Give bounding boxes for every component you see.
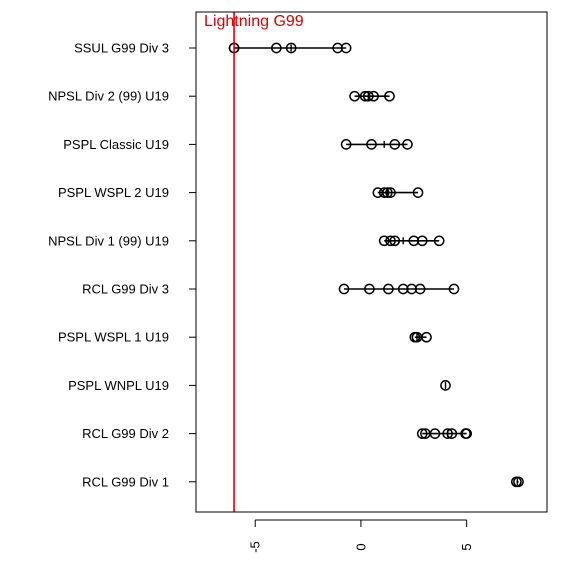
data-point <box>382 187 393 198</box>
category-label: PSPL WSPL 1 U19 <box>58 330 169 345</box>
x-tick-label: -5 <box>248 541 263 553</box>
data-point <box>378 187 390 198</box>
category-label: RCL G99 Div 2 <box>82 426 169 441</box>
data-point <box>461 428 473 439</box>
category-label: RCL G99 Div 3 <box>82 282 169 297</box>
data-point <box>440 380 451 391</box>
data-point <box>285 42 297 54</box>
data-point <box>429 428 441 439</box>
data-point <box>442 428 453 439</box>
x-axis: -5 0 5 <box>248 519 474 553</box>
data-point <box>389 235 401 247</box>
data-point <box>513 476 524 488</box>
data-point <box>416 428 428 439</box>
category-axis: SSUL G99 Div 3 NPSL Div 2 (99) U19 PSPL Cl… <box>48 41 196 489</box>
data-point <box>384 90 395 102</box>
data-point <box>412 187 424 198</box>
data-point <box>366 139 377 150</box>
category-label: NPSL Div 1 (99) U19 <box>48 233 169 248</box>
data-point <box>349 90 360 102</box>
data-point <box>421 331 432 343</box>
data-point <box>433 235 445 247</box>
x-tick-label: 0 <box>353 543 368 550</box>
data-point <box>338 283 350 295</box>
data-point <box>389 139 401 150</box>
category-label: NPSL Div 2 (99) U19 <box>48 89 169 104</box>
data-point <box>416 235 428 247</box>
category-label: RCL G99 Div 1 <box>82 474 169 489</box>
category-label: PSPL WSPL 2 U19 <box>58 185 169 200</box>
data-point <box>446 428 458 439</box>
data-point <box>362 90 374 102</box>
data-point <box>378 235 390 247</box>
data-point <box>383 283 394 295</box>
reference-line-group: Lightning G99 <box>204 12 304 512</box>
data-rows <box>228 42 524 488</box>
reference-line-label: Lightning G99 <box>204 13 304 30</box>
data-point <box>368 90 379 102</box>
category-label: PSPL Classic U19 <box>63 137 169 152</box>
data-point <box>340 139 352 150</box>
category-label: SSUL G99 Div 3 <box>74 41 169 56</box>
x-tick-label: 5 <box>459 543 474 550</box>
data-point <box>448 283 460 295</box>
data-point <box>414 283 426 295</box>
data-point <box>385 235 396 247</box>
data-point <box>340 42 352 54</box>
data-point <box>402 139 413 150</box>
category-label: PSPL WNPL U19 <box>68 378 169 393</box>
plot-frame <box>195 11 548 513</box>
data-point <box>385 187 396 198</box>
data-point <box>364 283 375 295</box>
data-point <box>270 42 282 54</box>
